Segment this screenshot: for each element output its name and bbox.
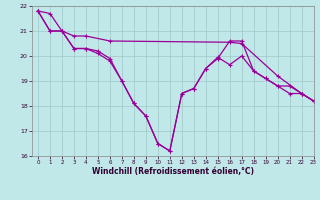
X-axis label: Windchill (Refroidissement éolien,°C): Windchill (Refroidissement éolien,°C) xyxy=(92,167,254,176)
